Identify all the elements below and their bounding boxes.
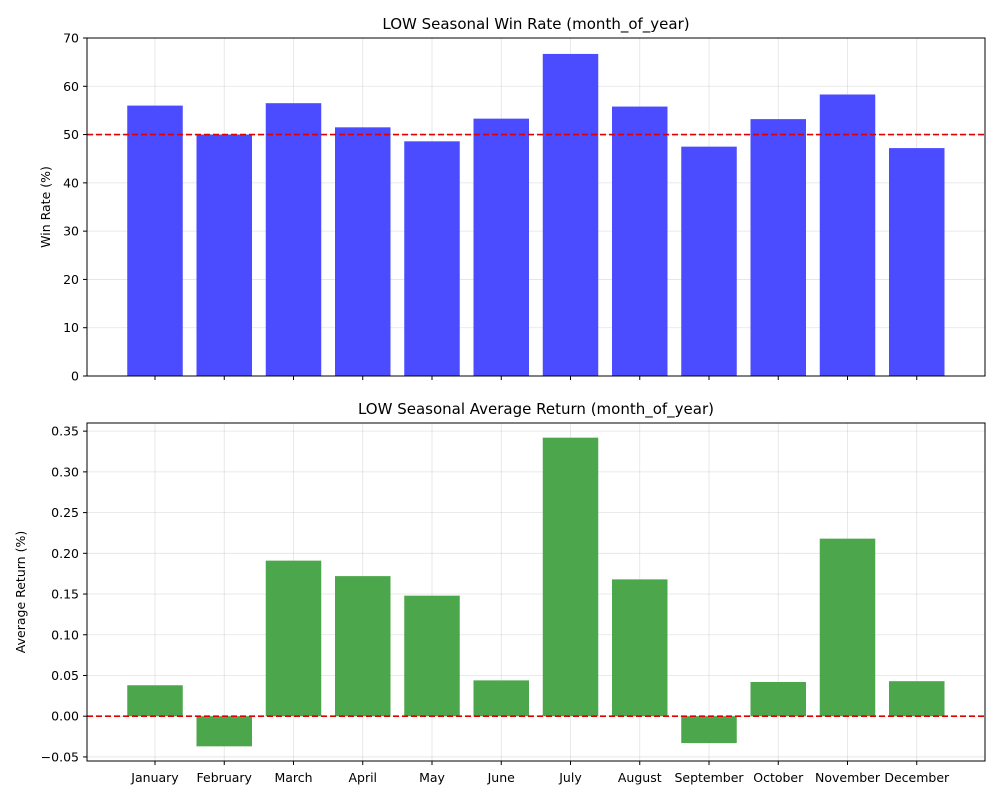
- y-tick-label: 0.20: [51, 546, 79, 561]
- y-tick-label: 10: [63, 320, 79, 335]
- x-tick-label-march: March: [274, 770, 312, 785]
- x-tick-label-december: December: [884, 770, 950, 785]
- average-return-chart: LOW Seasonal Average Return (month_of_ye…: [13, 400, 986, 785]
- y-tick-label: 70: [63, 31, 79, 46]
- average-return-plot-frame: [86, 422, 986, 762]
- bar-september: [681, 146, 737, 376]
- y-tick-label: 30: [63, 224, 79, 239]
- x-tick-label-november: November: [815, 770, 881, 785]
- y-tick-label: 0: [71, 369, 79, 384]
- x-tick-label-may: May: [419, 770, 445, 785]
- bar-october: [750, 681, 806, 717]
- y-tick-label: 40: [63, 175, 79, 190]
- average-return-chart-title: LOW Seasonal Average Return (month_of_ye…: [358, 400, 714, 419]
- x-tick-label-april: April: [348, 770, 377, 785]
- x-tick-label-september: September: [674, 770, 744, 785]
- x-tick-label-june: June: [487, 770, 516, 785]
- bar-september: [681, 716, 737, 744]
- bar-july: [542, 53, 599, 376]
- bar-february: [196, 134, 252, 376]
- y-tick-label: 0.35: [51, 424, 79, 439]
- bar-may: [404, 141, 460, 376]
- y-tick-label: 50: [63, 127, 79, 142]
- bar-june: [473, 118, 529, 376]
- bar-january: [127, 105, 183, 376]
- bar-november: [819, 538, 876, 717]
- bar-november: [819, 94, 876, 376]
- bar-december: [889, 681, 945, 717]
- bar-march: [265, 103, 322, 376]
- average-return-y-axis-label: Average Return (%): [13, 531, 28, 653]
- x-tick-label-january: January: [130, 770, 179, 785]
- bar-march: [265, 560, 322, 717]
- win-rate-bars: [127, 53, 945, 377]
- x-tick-label-october: October: [753, 770, 804, 785]
- bar-january: [127, 685, 183, 717]
- y-tick-label: 0.15: [51, 587, 79, 602]
- bar-july: [542, 437, 599, 717]
- bar-december: [889, 148, 945, 376]
- y-tick-label: 0.00: [51, 709, 79, 724]
- win-rate-plot-frame: [86, 37, 986, 377]
- win-rate-chart-title: LOW Seasonal Win Rate (month_of_year): [382, 15, 689, 34]
- bar-february: [196, 716, 252, 747]
- bar-june: [473, 680, 529, 717]
- average-return-bars: [127, 437, 945, 747]
- y-tick-label: 60: [63, 79, 79, 94]
- x-tick-label-august: August: [618, 770, 662, 785]
- y-tick-label: 20: [63, 272, 79, 287]
- x-tick-label-february: February: [197, 770, 253, 785]
- win-rate-y-ticks: 0 10 20 30 40 50 60 70: [63, 31, 87, 384]
- average-return-x-ticks: January February March April May June July Augu…: [130, 761, 950, 785]
- y-tick-label: −0.05: [41, 749, 79, 764]
- bar-august: [612, 579, 668, 717]
- y-tick-label: 0.25: [51, 505, 79, 520]
- win-rate-y-axis-label: Win Rate (%): [38, 166, 53, 248]
- y-tick-label: 0.05: [51, 668, 79, 683]
- bar-october: [750, 119, 806, 377]
- average-return-y-ticks: −0.05 0.00 0.05 0.10 0.15 0.20 0.25 0.30 0.35: [41, 424, 87, 764]
- x-tick-label-july: July: [558, 770, 582, 785]
- bar-august: [612, 106, 668, 377]
- bar-may: [404, 595, 460, 717]
- bar-april: [335, 127, 391, 376]
- y-tick-label: 0.30: [51, 464, 79, 479]
- win-rate-chart: LOW Seasonal Win Rate (month_of_year) Wi…: [38, 15, 986, 384]
- y-tick-label: 0.10: [51, 627, 79, 642]
- win-rate-x-ticks: [154, 376, 918, 380]
- bar-april: [335, 576, 391, 717]
